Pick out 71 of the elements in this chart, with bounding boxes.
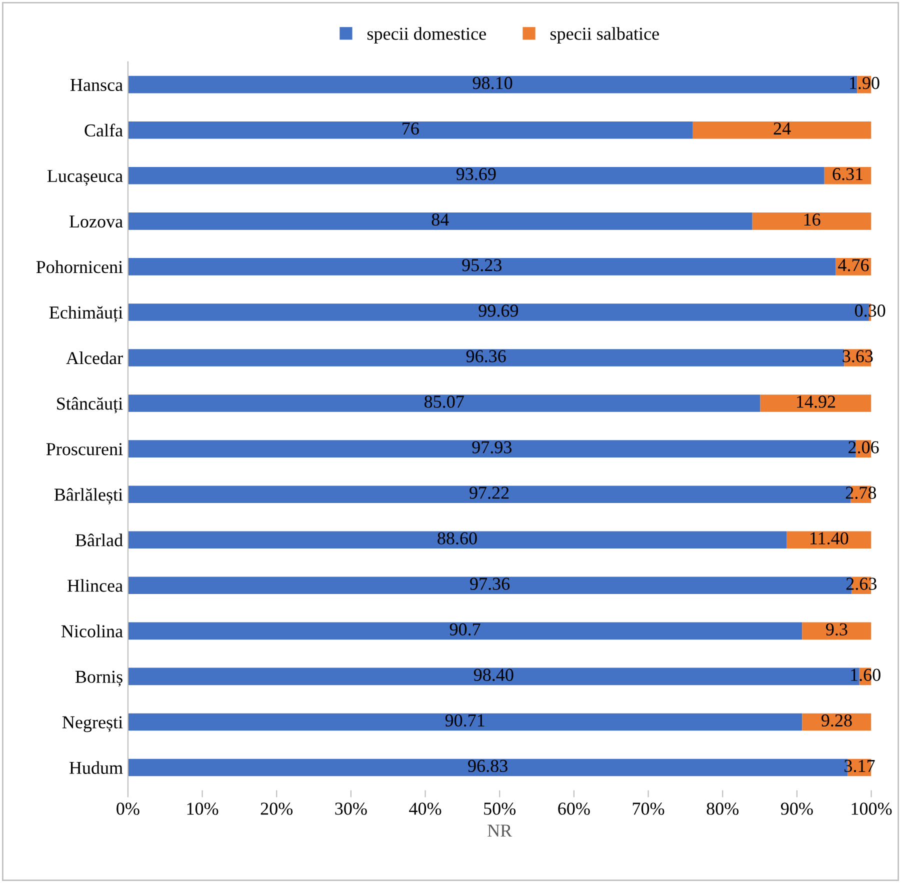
data-label: 90.71 (445, 714, 484, 727)
x-tick-label: 40% (409, 802, 442, 815)
y-tick-label: Nicolina (61, 624, 123, 638)
data-label: 1.90 (850, 76, 880, 90)
bar (760, 394, 872, 412)
x-tick-label: 20% (260, 802, 293, 815)
x-tick-label: 60% (558, 802, 590, 815)
data-label: 14.92 (797, 396, 836, 408)
y-tick-label: Bârlad (75, 534, 123, 546)
legend-label: specii domestice (367, 27, 486, 44)
y-tick-label: Stâncăuți (57, 397, 123, 414)
legend-label: specii salbatice (550, 27, 659, 44)
y-tick-label: Echimăuți (49, 306, 123, 322)
y-tick-label: Hansca (70, 79, 123, 92)
x-tick-label: 80% (706, 802, 739, 815)
y-tick-label: Hudum (69, 761, 123, 774)
x-tick-label: 0% (116, 802, 140, 815)
data-label: 76 (402, 122, 419, 135)
data-label: 97.93 (472, 441, 512, 454)
bar (128, 531, 787, 549)
data-label: 1.60 (851, 668, 880, 682)
y-tick-label: Pohorniceni (36, 260, 123, 274)
data-label: 97.36 (470, 578, 510, 590)
data-label: 9.28 (821, 714, 852, 727)
bar (128, 258, 836, 276)
bar (752, 212, 872, 230)
data-label: 85.07 (424, 396, 464, 408)
data-label: 95.23 (462, 259, 502, 272)
y-tick-label: Lucașeuca (47, 170, 123, 186)
data-label: 98.10 (472, 76, 512, 90)
x-tick-label: 100% (852, 802, 892, 815)
bar (786, 531, 872, 549)
bar (128, 622, 802, 640)
x-axis-title: NR (488, 824, 512, 837)
bar (128, 394, 760, 412)
data-label: 4.76 (838, 259, 869, 272)
y-tick-label: Negrești (62, 716, 123, 732)
y-tick-label: Lozova (69, 216, 123, 228)
data-label: 90.7 (450, 623, 480, 636)
y-tick-label: Proscureni (46, 443, 123, 456)
bar (802, 622, 872, 640)
y-tick-label: Alcedar (66, 351, 123, 364)
data-label: 99.69 (478, 304, 518, 317)
data-label: 6.31 (832, 168, 863, 180)
data-label: 96.36 (466, 350, 506, 362)
x-tick-label: 70% (632, 802, 664, 815)
bar (128, 212, 752, 230)
data-label: 16 (804, 214, 820, 226)
y-tick-label: Borniș (75, 670, 122, 687)
data-label: 97.22 (470, 486, 509, 499)
x-tick-label: 30% (335, 802, 367, 815)
y-tick-label: Hlincea (67, 579, 123, 592)
data-label: 84 (432, 214, 449, 226)
data-label: 88.60 (438, 532, 477, 544)
bar (128, 349, 844, 366)
x-tick-label: 10% (187, 802, 218, 815)
bar (128, 121, 693, 139)
data-label: 24 (774, 122, 791, 134)
data-label: 98.40 (474, 668, 514, 682)
y-tick-label: Calfa (84, 124, 123, 137)
data-label: 0.30 (854, 304, 886, 317)
x-tick-label: 90% (780, 802, 813, 815)
data-label: 11.40 (810, 532, 848, 544)
data-label: 9.3 (826, 623, 848, 636)
bar (128, 166, 824, 184)
bar (692, 121, 872, 139)
bar (128, 713, 802, 731)
data-label: 93.69 (456, 168, 496, 180)
data-label: 96.83 (468, 760, 508, 772)
x-tick-label: 50% (484, 802, 516, 815)
y-tick-label: Bârlălești (54, 488, 123, 504)
